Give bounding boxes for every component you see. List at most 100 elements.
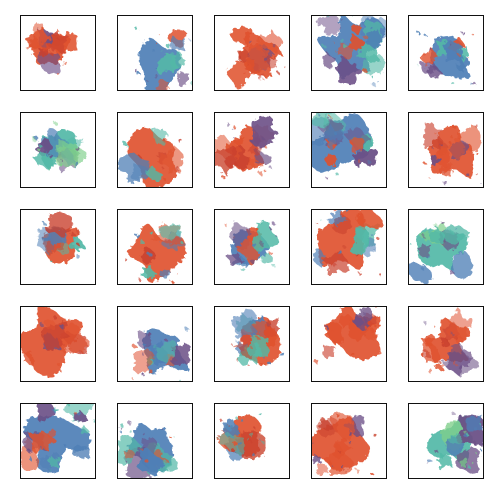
texture-speck	[263, 357, 266, 360]
texture-speck	[237, 55, 241, 59]
texture-speck	[147, 333, 152, 337]
texture-speck	[450, 230, 454, 235]
texture-speck	[240, 418, 244, 422]
sample-image	[21, 404, 95, 474]
texture-blob	[312, 455, 322, 464]
texture-speck	[137, 72, 141, 76]
texture-speck	[170, 348, 173, 351]
texture-speck	[228, 436, 231, 439]
texture-speck	[140, 448, 143, 451]
texture-speck	[320, 256, 325, 261]
texture-speck	[321, 220, 323, 223]
texture-speck	[283, 66, 286, 68]
texture-speck	[251, 452, 255, 456]
sample-image	[125, 222, 187, 283]
texture-speck	[453, 40, 455, 42]
texture-speck	[233, 441, 238, 446]
texture-speck	[379, 273, 382, 276]
texture-blob-group	[316, 16, 386, 87]
texture-blob	[438, 164, 453, 177]
texture-speck	[119, 427, 123, 430]
sample-tile	[214, 403, 290, 479]
texture-speck	[232, 125, 236, 129]
texture-blob	[315, 462, 329, 476]
texture-speck	[452, 361, 457, 366]
texture-speck	[434, 449, 438, 454]
texture-speck	[441, 364, 445, 369]
texture-speck	[28, 456, 33, 461]
texture-speck	[268, 165, 272, 169]
texture-blob	[123, 447, 135, 459]
texture-speck	[425, 254, 429, 258]
sample-tile	[117, 15, 193, 91]
texture-speck	[141, 352, 145, 356]
texture-speck	[362, 68, 367, 73]
texture-speck	[260, 439, 262, 441]
texture-speck	[350, 352, 355, 356]
texture-speck	[274, 63, 276, 65]
texture-speck	[256, 38, 261, 43]
sample-image	[420, 308, 479, 377]
texture-speck	[343, 44, 348, 49]
texture-speck	[355, 469, 360, 474]
sample-tile	[20, 306, 96, 382]
texture-speck	[336, 413, 341, 418]
sample-tile	[214, 209, 290, 285]
sample-tile	[311, 209, 387, 285]
texture-speck	[435, 156, 438, 160]
texture-speck	[71, 450, 75, 453]
texture-speck	[333, 210, 337, 212]
texture-blob	[338, 314, 352, 329]
texture-speck	[253, 426, 256, 429]
texture-speck	[358, 272, 362, 276]
texture-blob	[44, 318, 56, 330]
texture-blob	[159, 269, 171, 280]
texture-speck	[466, 433, 469, 436]
texture-blob	[460, 457, 468, 467]
texture-blob	[136, 447, 165, 476]
texture-speck	[69, 346, 72, 349]
texture-speck	[143, 330, 145, 332]
texture-blob	[429, 225, 446, 243]
texture-blob	[225, 252, 243, 266]
texture-speck	[257, 35, 261, 39]
texture-speck	[42, 226, 44, 229]
texture-speck	[154, 444, 157, 446]
texture-speck	[441, 221, 445, 225]
texture-speck	[423, 321, 428, 325]
texture-speck	[171, 52, 174, 55]
texture-speck	[176, 272, 179, 275]
texture-speck	[144, 458, 149, 463]
texture-speck	[54, 408, 59, 413]
texture-blob	[417, 243, 432, 258]
texture-speck	[60, 164, 64, 167]
sample-image	[231, 309, 284, 367]
texture-blob	[46, 212, 73, 238]
texture-speck	[220, 171, 223, 174]
sample-tile	[20, 112, 96, 188]
texture-speck	[463, 433, 467, 437]
texture-speck	[77, 412, 82, 417]
sample-tile	[20, 209, 96, 285]
texture-speck	[168, 435, 171, 438]
texture-speck	[131, 377, 134, 380]
texture-speck	[269, 251, 274, 256]
texture-blob	[434, 363, 444, 372]
texture-speck	[363, 318, 368, 323]
texture-speck	[422, 52, 426, 56]
texture-blob	[448, 137, 466, 160]
texture-speck	[125, 460, 128, 464]
texture-blob	[170, 36, 186, 52]
texture-blob	[446, 308, 473, 339]
texture-speck	[220, 419, 224, 423]
texture-speck	[259, 241, 265, 247]
texture-blob	[231, 309, 257, 339]
texture-speck	[258, 220, 263, 224]
texture-blob	[421, 350, 432, 359]
texture-blob-group	[118, 127, 184, 187]
texture-blob	[72, 444, 90, 459]
texture-speck	[48, 468, 51, 471]
texture-speck	[339, 38, 344, 43]
texture-speck	[79, 350, 83, 354]
